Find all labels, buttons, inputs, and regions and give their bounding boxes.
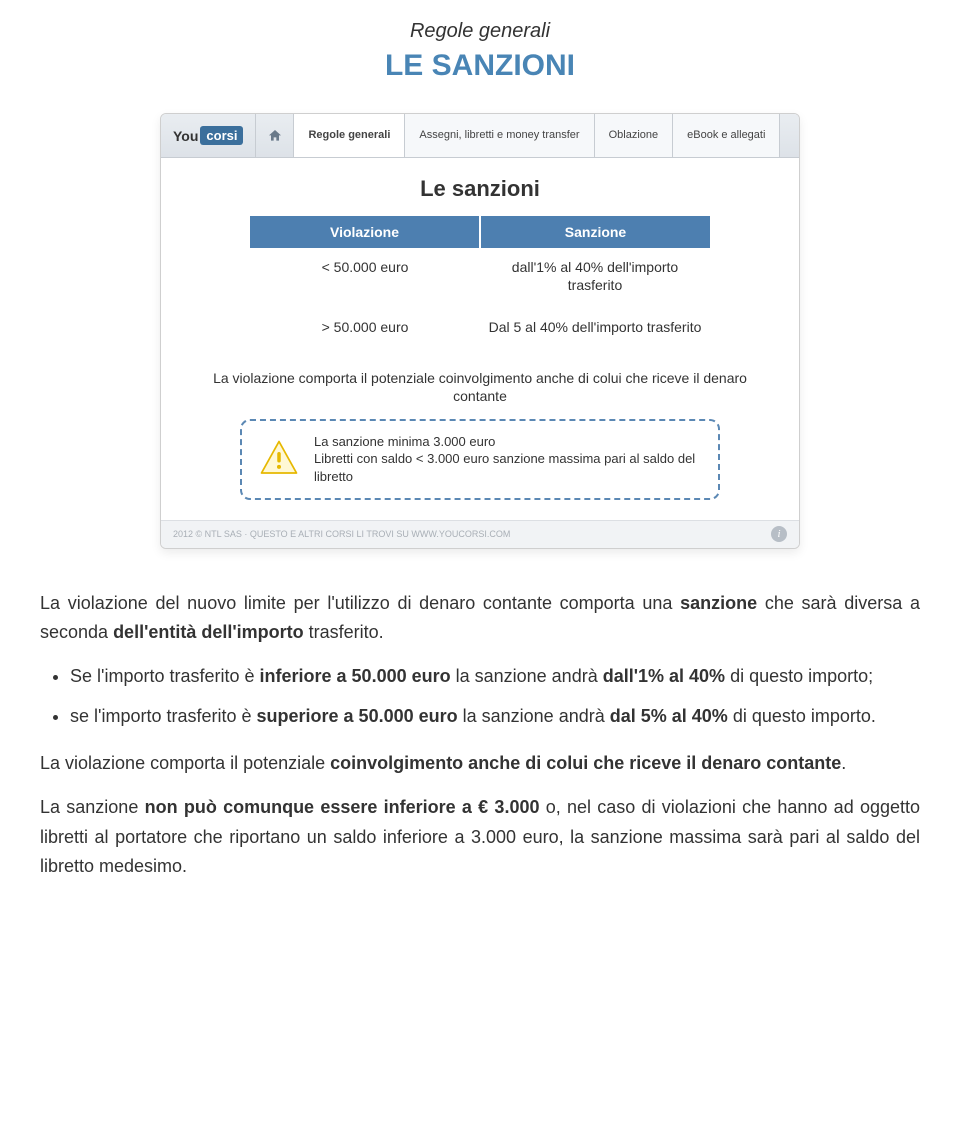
table-row: < 50.000 euro dall'1% al 40% dell'import… bbox=[250, 248, 710, 308]
list-item: se l'importo trasferito è superiore a 50… bbox=[70, 702, 920, 732]
table-header-row: Violazione Sanzione bbox=[250, 216, 710, 248]
paragraph: La sanzione non può comunque essere infe… bbox=[40, 793, 920, 882]
note-line: La violazione comporta il potenziale coi… bbox=[191, 369, 769, 405]
cell-violazione: > 50.000 euro bbox=[250, 308, 480, 346]
alert-box: La sanzione minima 3.000 euro Libretti c… bbox=[240, 419, 720, 500]
alert-text: La sanzione minima 3.000 euro Libretti c… bbox=[314, 433, 702, 486]
logo-text-2: corsi bbox=[200, 126, 243, 145]
table-row: > 50.000 euro Dal 5 al 40% dell'importo … bbox=[250, 308, 710, 350]
bullet-list: Se l'importo trasferito è inferiore a 50… bbox=[70, 662, 920, 731]
tab-oblazione[interactable]: Oblazione bbox=[595, 114, 674, 157]
page-subtitle: Regole generali bbox=[40, 20, 920, 43]
sanction-table: Violazione Sanzione < 50.000 euro dall'1… bbox=[250, 216, 710, 351]
tab-assegni[interactable]: Assegni, libretti e money transfer bbox=[405, 114, 594, 157]
warning-icon bbox=[258, 438, 300, 480]
col-header-sanzione: Sanzione bbox=[481, 216, 710, 248]
tab-spacer bbox=[780, 114, 799, 157]
page-title: LE SANZIONI bbox=[40, 49, 920, 83]
alert-line-2: Libretti con saldo < 3.000 euro sanzione… bbox=[314, 451, 695, 484]
cell-violazione: < 50.000 euro bbox=[250, 248, 480, 304]
article-body: La violazione del nuovo limite per l'uti… bbox=[40, 589, 920, 883]
tab-regole-generali[interactable]: Regole generali bbox=[294, 114, 405, 157]
logo: Youcorsi bbox=[161, 114, 256, 157]
col-header-violazione: Violazione bbox=[250, 216, 481, 248]
slide-footer: 2012 © NTL SAS · QUESTO E ALTRI CORSI LI… bbox=[161, 520, 799, 548]
paragraph: La violazione del nuovo limite per l'uti… bbox=[40, 589, 920, 648]
cell-sanzione: Dal 5 al 40% dell'importo trasferito bbox=[480, 308, 710, 346]
paragraph: La violazione comporta il potenziale coi… bbox=[40, 749, 920, 779]
home-icon[interactable] bbox=[256, 114, 294, 157]
info-icon[interactable]: i bbox=[771, 526, 787, 542]
footer-text: 2012 © NTL SAS · QUESTO E ALTRI CORSI LI… bbox=[173, 529, 510, 539]
tab-ebook[interactable]: eBook e allegati bbox=[673, 114, 780, 157]
slide-heading: Le sanzioni bbox=[191, 176, 769, 202]
list-item: Se l'importo trasferito è inferiore a 50… bbox=[70, 662, 920, 692]
tab-bar: Youcorsi Regole generali Assegni, libret… bbox=[161, 114, 799, 158]
slide-screenshot: Youcorsi Regole generali Assegni, libret… bbox=[160, 113, 800, 549]
slide-body: Le sanzioni Violazione Sanzione < 50.000… bbox=[161, 158, 799, 520]
logo-text-1: You bbox=[173, 128, 198, 144]
cell-sanzione: dall'1% al 40% dell'importo trasferito bbox=[480, 248, 710, 304]
alert-line-1: La sanzione minima 3.000 euro bbox=[314, 434, 495, 449]
